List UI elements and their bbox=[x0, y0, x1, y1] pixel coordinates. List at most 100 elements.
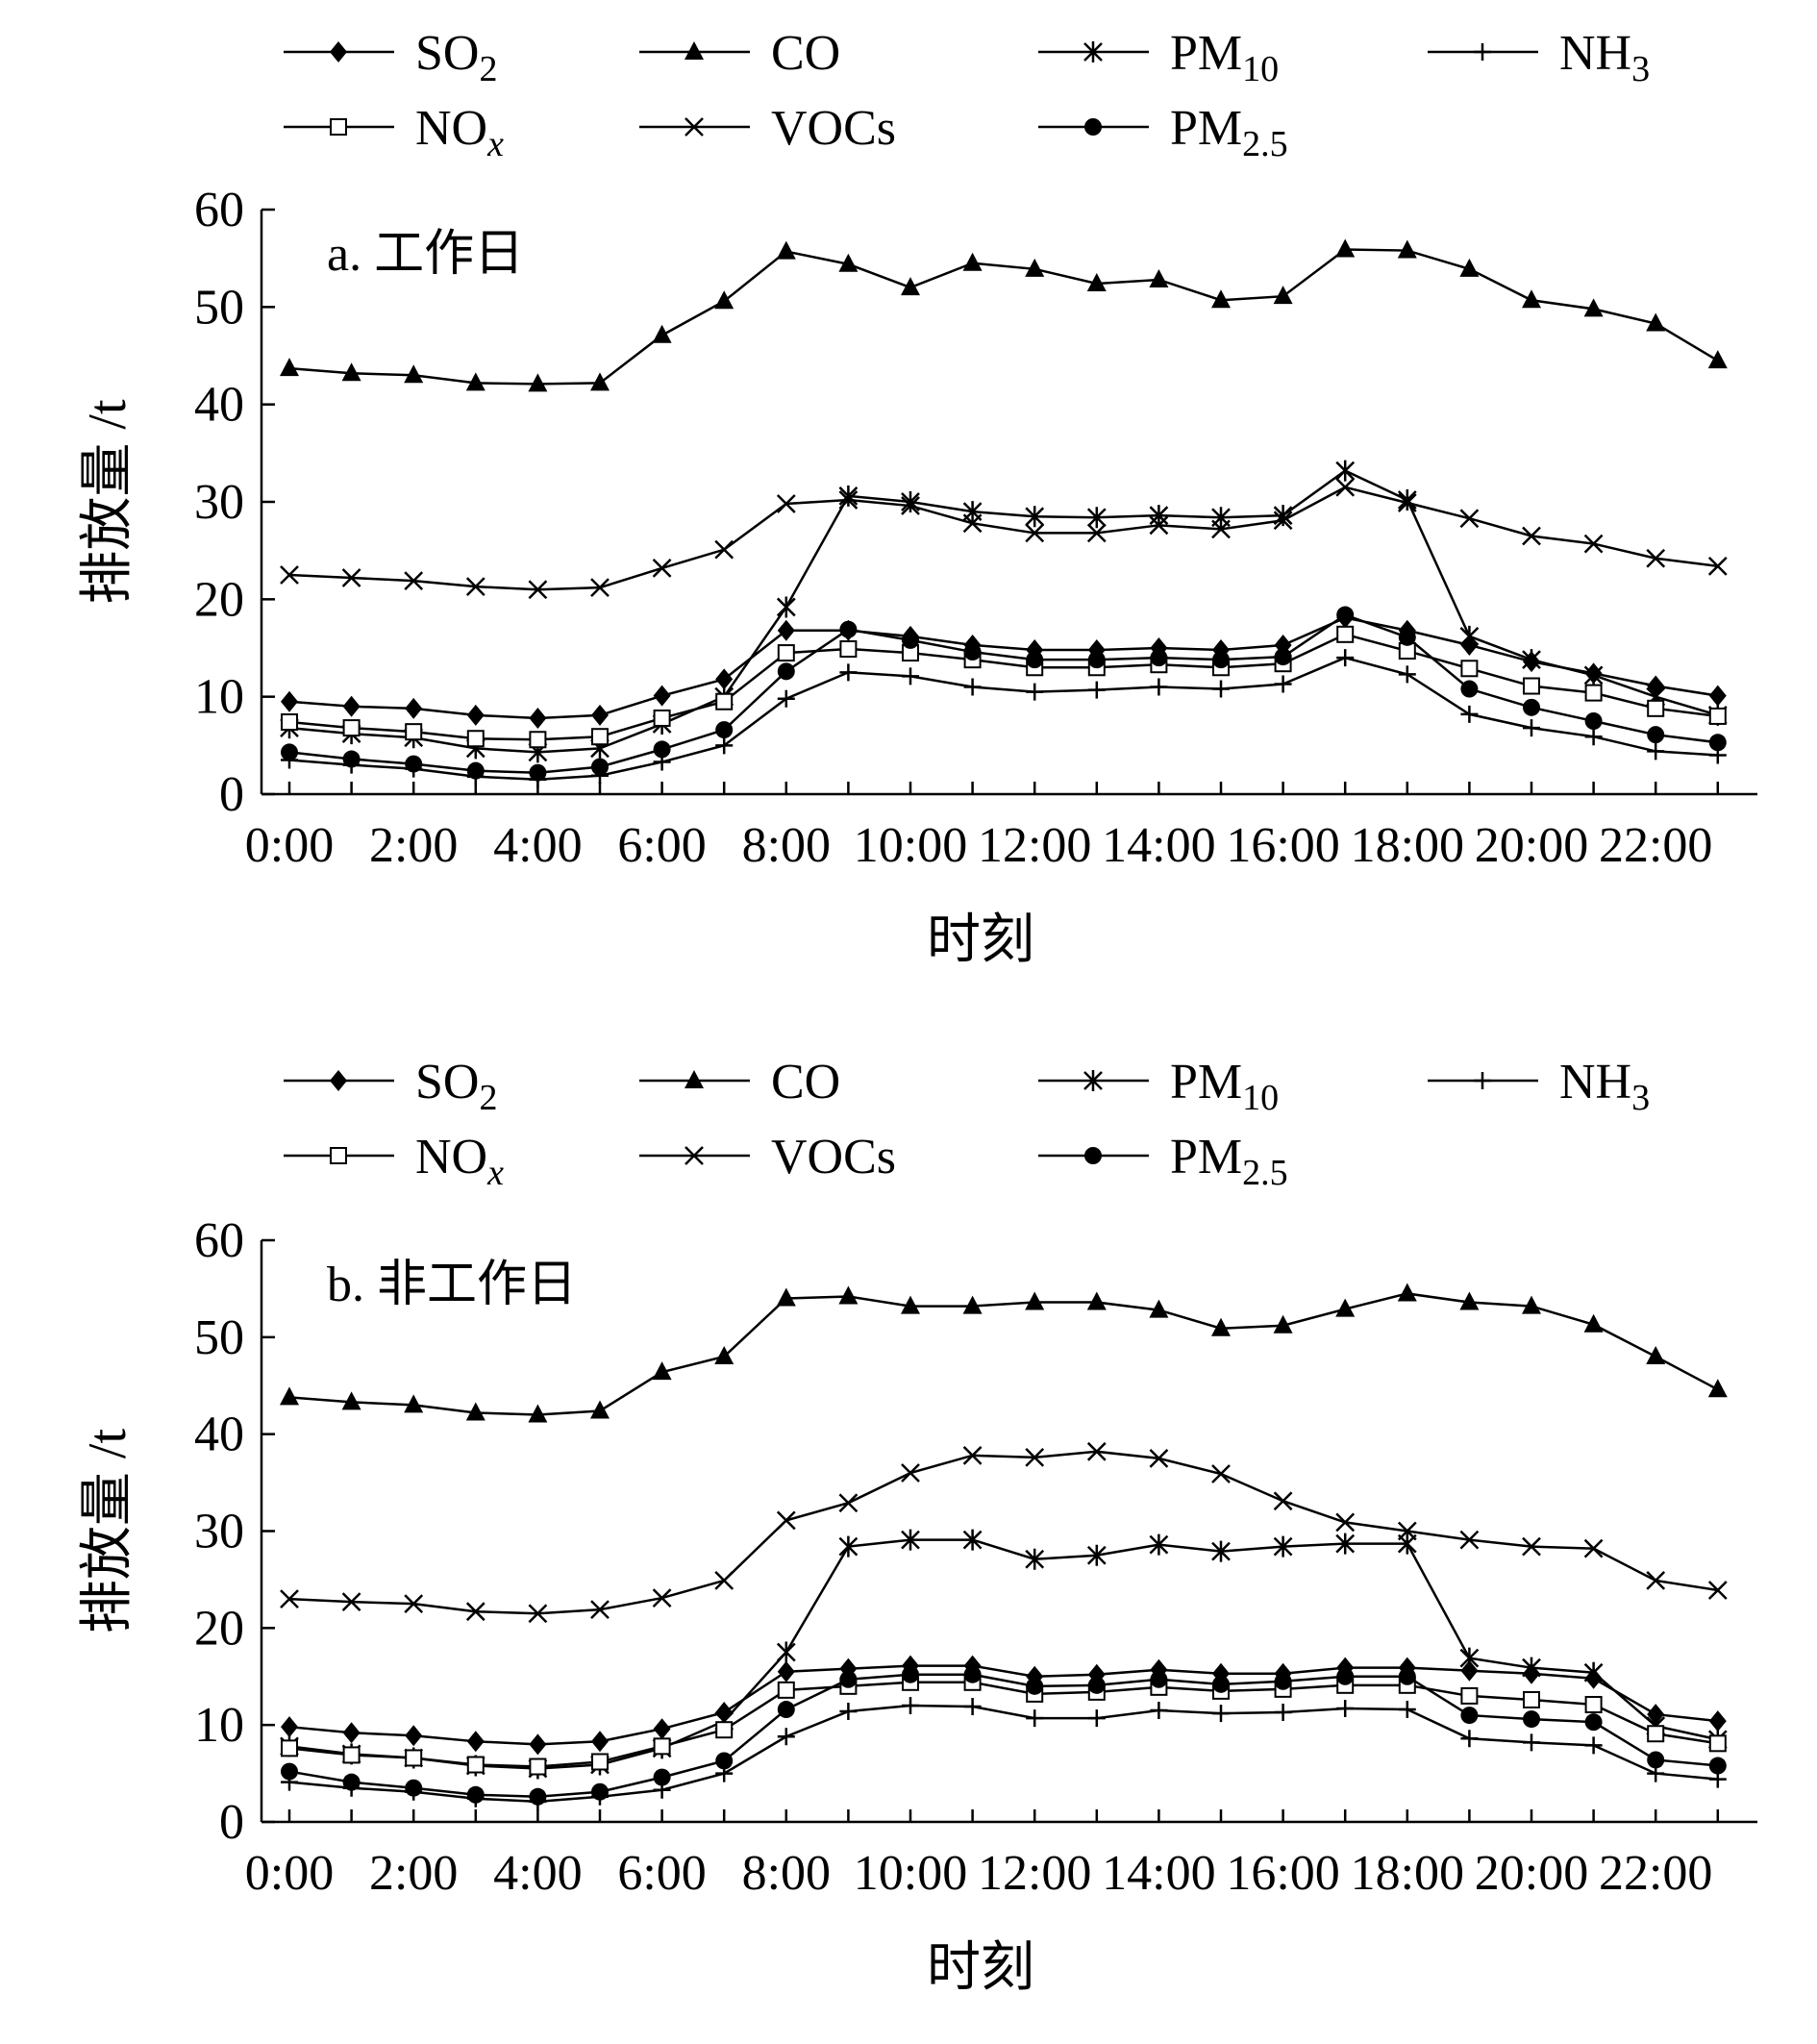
y-axis-title: 排放量 /t bbox=[78, 1429, 137, 1634]
x-tick-label: 6:00 bbox=[617, 1846, 706, 1901]
data-point bbox=[466, 1756, 485, 1774]
x-axis-title: 时刻 bbox=[927, 1938, 1034, 1998]
series-line bbox=[288, 1664, 1718, 1746]
x-tick-label: 16:00 bbox=[1226, 1846, 1339, 1901]
y-tick-label: 50 bbox=[194, 1310, 244, 1365]
data-point bbox=[1086, 1441, 1107, 1461]
data-point bbox=[1522, 289, 1541, 309]
legend-label: PM10 bbox=[1170, 1055, 1279, 1118]
y-axis-title: 排放量 /t bbox=[78, 399, 137, 605]
x-tick-label: 16:00 bbox=[1226, 818, 1339, 873]
data-point bbox=[1584, 684, 1603, 702]
data-point bbox=[1273, 511, 1293, 531]
x-tick-label: 10:00 bbox=[854, 818, 967, 873]
series-so2 bbox=[281, 607, 1727, 729]
legend-item-nh3: NH3 bbox=[1428, 26, 1650, 89]
data-point bbox=[1211, 289, 1231, 309]
data-point bbox=[529, 763, 547, 782]
data-point bbox=[1460, 680, 1479, 698]
data-point bbox=[1149, 268, 1169, 287]
data-point bbox=[776, 494, 796, 513]
data-point bbox=[652, 559, 672, 578]
series-pm25 bbox=[281, 606, 1727, 782]
data-point bbox=[777, 1701, 795, 1719]
legend-item-vocs: VOCs bbox=[639, 101, 896, 156]
data-point bbox=[1647, 742, 1665, 760]
legend-marker bbox=[1084, 1147, 1102, 1164]
data-point bbox=[1522, 526, 1541, 546]
data-point bbox=[591, 758, 609, 776]
data-point bbox=[1523, 1710, 1540, 1729]
legend-item-nox: NOx bbox=[284, 1130, 504, 1193]
data-point bbox=[1274, 648, 1292, 666]
data-point bbox=[1211, 1464, 1231, 1483]
data-point bbox=[1583, 1313, 1604, 1333]
data-point bbox=[653, 685, 671, 707]
legend-label: NH3 bbox=[1559, 26, 1650, 89]
data-point bbox=[777, 1681, 795, 1699]
data-point bbox=[901, 496, 920, 515]
x-axis-title: 时刻 bbox=[927, 910, 1034, 970]
data-point bbox=[714, 1571, 734, 1590]
legend-label: VOCs bbox=[771, 101, 896, 156]
series-nox bbox=[281, 1673, 1727, 1776]
data-point bbox=[591, 704, 609, 726]
data-point bbox=[342, 1746, 361, 1764]
legend-label: SO2 bbox=[415, 1055, 497, 1118]
data-point bbox=[1212, 651, 1230, 669]
data-point bbox=[405, 1725, 423, 1747]
legend-item-pm25: PM2.5 bbox=[1038, 101, 1288, 164]
data-point bbox=[901, 277, 920, 296]
data-point bbox=[839, 640, 858, 659]
data-point bbox=[1274, 1672, 1292, 1690]
legend: SO2 CO PM10 NH3 NOx VOCs PM2.5 bbox=[284, 1055, 1650, 1193]
data-point bbox=[404, 1394, 424, 1413]
y-tick-label: 60 bbox=[194, 183, 244, 237]
data-point bbox=[1025, 1548, 1045, 1570]
series-vocs bbox=[280, 477, 1728, 600]
data-point bbox=[590, 578, 610, 598]
data-point bbox=[528, 580, 548, 600]
data-point bbox=[281, 713, 298, 732]
legend-marker bbox=[330, 41, 347, 62]
data-point bbox=[1150, 649, 1168, 667]
series-line bbox=[288, 633, 1718, 741]
data-point bbox=[1026, 1709, 1044, 1728]
legend-label: NOx bbox=[415, 101, 504, 164]
data-point bbox=[1026, 651, 1044, 669]
data-point bbox=[405, 1779, 423, 1797]
legend-marker bbox=[684, 41, 704, 60]
data-point bbox=[838, 490, 859, 510]
data-point bbox=[281, 743, 298, 761]
y-tick-label: 30 bbox=[194, 1505, 244, 1559]
data-point bbox=[1522, 1295, 1541, 1314]
data-point bbox=[405, 697, 423, 719]
data-point bbox=[1274, 675, 1292, 693]
x-tick-label: 22:00 bbox=[1599, 818, 1712, 873]
data-point bbox=[652, 1361, 672, 1381]
y-tick-label: 40 bbox=[194, 378, 244, 433]
data-point bbox=[1708, 1710, 1727, 1732]
series-line bbox=[288, 469, 1719, 754]
data-point bbox=[1459, 258, 1480, 277]
data-point bbox=[1583, 664, 1604, 686]
data-point bbox=[1584, 712, 1603, 730]
legend-marker bbox=[330, 1147, 347, 1164]
x-tick-label: 12:00 bbox=[978, 818, 1091, 873]
data-point bbox=[1397, 239, 1417, 259]
data-point bbox=[777, 662, 795, 681]
y-tick-label: 0 bbox=[219, 1795, 244, 1850]
data-point bbox=[1212, 1705, 1230, 1723]
legend-item-co: CO bbox=[639, 1055, 840, 1109]
legend-item-pm10: PM10 bbox=[1038, 26, 1279, 89]
data-point bbox=[963, 1665, 982, 1683]
data-point bbox=[1523, 719, 1540, 737]
data-point bbox=[1211, 1317, 1231, 1336]
data-point bbox=[1460, 660, 1479, 678]
data-point bbox=[1087, 681, 1106, 699]
data-point bbox=[1212, 680, 1230, 698]
data-point bbox=[1523, 1733, 1540, 1752]
data-point bbox=[1583, 298, 1604, 317]
series-co bbox=[280, 238, 1728, 392]
axes: 0 10 20 30 40 50 60 0:00 2:00 4:00 6:00 8:00 10:00 12… bbox=[78, 183, 1757, 970]
